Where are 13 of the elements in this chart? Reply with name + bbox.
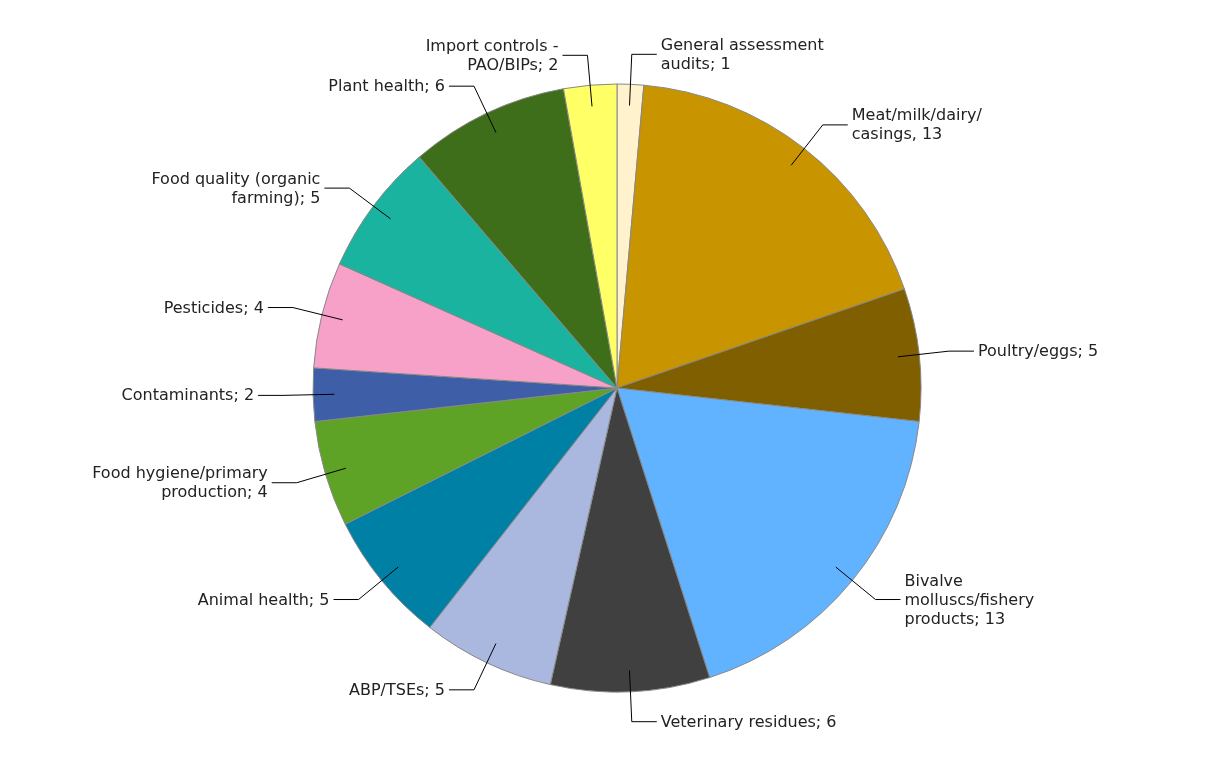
slice-label: Veterinary residues; 6 bbox=[660, 711, 837, 731]
slice-label: General assessment audits; 1 bbox=[660, 34, 824, 73]
slice-label: Animal health; 5 bbox=[197, 589, 330, 609]
slice-label: Plant health; 6 bbox=[328, 76, 445, 96]
slice-label: ABP/TSEs; 5 bbox=[348, 679, 445, 699]
slice-label: Contaminants; 2 bbox=[121, 385, 255, 405]
slice-label: Poultry/eggs; 5 bbox=[977, 341, 1099, 361]
slice-label: Bivalve molluscs/fishery products; 13 bbox=[904, 570, 1035, 628]
slice-label: Food quality (organic farming); 5 bbox=[151, 168, 321, 207]
slice-label: Pesticides; 4 bbox=[163, 297, 264, 317]
slice-label: Meat/milk/dairy/ casings, 13 bbox=[851, 105, 983, 144]
slice-label: Food hygiene/primary production; 4 bbox=[92, 463, 268, 502]
slice-label: Import controls - PAO/BIPs; 2 bbox=[425, 35, 559, 74]
